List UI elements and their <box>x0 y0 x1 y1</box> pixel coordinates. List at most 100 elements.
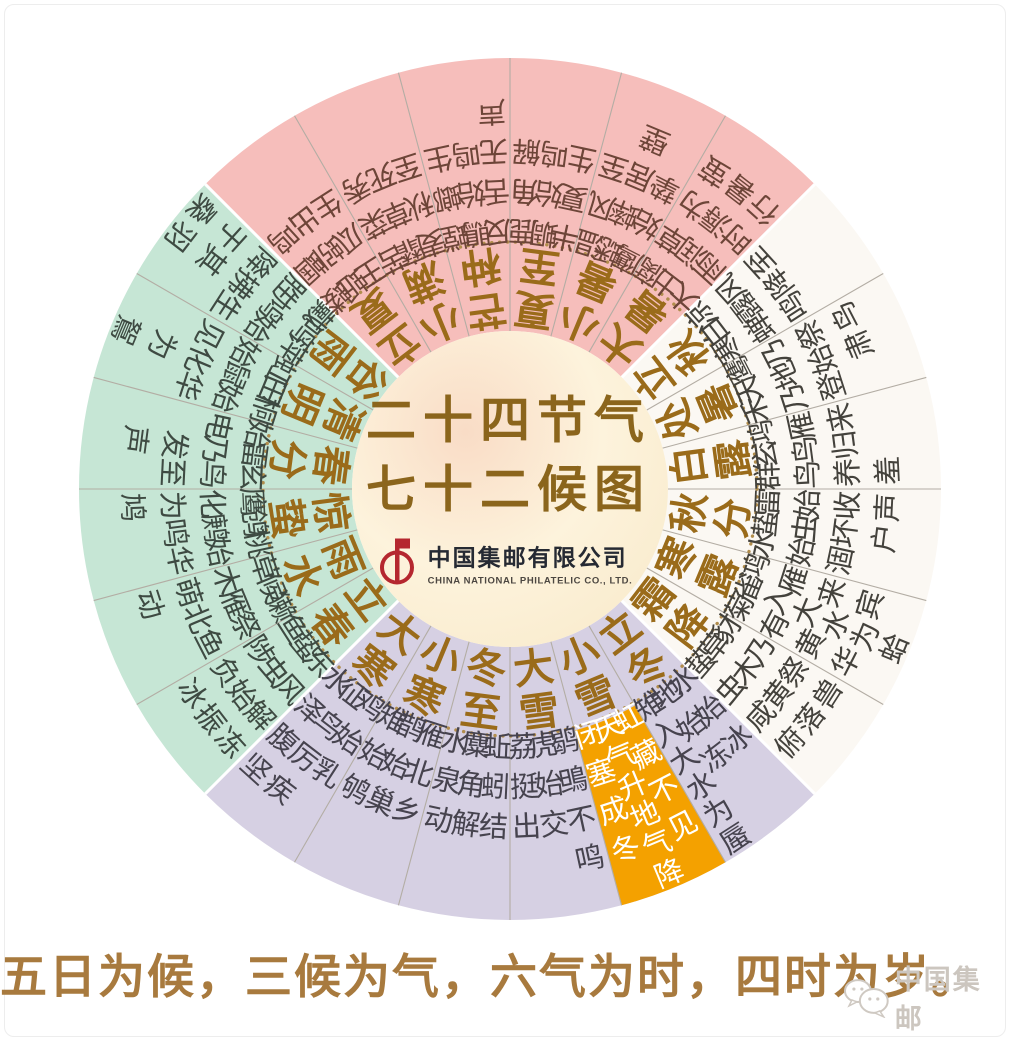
sector-bg-9 <box>510 58 622 337</box>
svg-text:舌: 舌 <box>480 174 511 209</box>
sector-bg-11 <box>589 115 815 378</box>
svg-text:虫: 虫 <box>787 511 824 544</box>
sector-bg-17 <box>621 568 884 794</box>
svg-text:冬: 冬 <box>463 643 509 695</box>
svg-text:玄: 玄 <box>747 439 784 472</box>
svg-text:桃: 桃 <box>238 526 277 562</box>
svg-text:鹒: 鹒 <box>196 511 233 544</box>
sector-divider <box>136 567 374 705</box>
sector-bg-14 <box>662 377 941 489</box>
svg-text:鸟: 鸟 <box>790 459 825 490</box>
svg-text:收: 收 <box>830 490 865 521</box>
svg-text:蚓: 蚓 <box>480 769 511 804</box>
svg-text:声: 声 <box>116 423 153 456</box>
poster-title-line2: 七十二候图 <box>366 459 651 519</box>
sector-bg-16 <box>646 529 927 705</box>
svg-text:羞: 羞 <box>870 455 905 486</box>
svg-text:鹖: 鹖 <box>547 721 583 760</box>
svg-text:虎: 虎 <box>527 726 560 763</box>
svg-text:生: 生 <box>564 139 600 178</box>
wechat-watermark: 中国集邮 <box>842 958 1010 1036</box>
svg-text:乃: 乃 <box>196 433 233 466</box>
svg-text:麋: 麋 <box>460 726 493 763</box>
company-name-en: CHINA NATIONAL PHILATELIC CO., LTD. <box>427 575 633 587</box>
svg-text:交: 交 <box>538 805 571 842</box>
sector-bg-23 <box>205 600 431 863</box>
svg-text:反: 反 <box>482 214 513 249</box>
sector-bg-18 <box>589 600 815 863</box>
svg-text:至: 至 <box>516 240 562 292</box>
pentad-column: 荔挺出 <box>507 729 542 844</box>
svg-text:白: 白 <box>664 442 716 488</box>
wechat-icon <box>843 979 889 1018</box>
svg-text:鹿: 鹿 <box>507 214 538 249</box>
svg-text:螂: 螂 <box>429 178 465 217</box>
svg-text:电: 电 <box>199 408 238 444</box>
sector-bg-3 <box>79 377 358 489</box>
sector-divider <box>93 376 358 449</box>
svg-text:夏: 夏 <box>510 284 557 336</box>
svg-text:来: 来 <box>821 400 860 436</box>
svg-text:半: 半 <box>547 217 583 256</box>
sector-divider <box>93 529 358 602</box>
caption-text: 五日为候，三候为气，六气为时，四时为岁。 <box>0 950 980 1005</box>
svg-text:蛰: 蛰 <box>261 495 313 541</box>
sector-bg-12 <box>621 184 884 410</box>
sector-bg-1 <box>93 529 374 705</box>
company-text: 中国集邮有限公司 CHINA NATIONAL PHILATELIC CO., … <box>428 539 633 587</box>
svg-text:发: 发 <box>156 428 193 461</box>
pentad-column: 水泉动 <box>421 721 473 839</box>
svg-text:解: 解 <box>511 134 542 169</box>
svg-text:至: 至 <box>458 686 504 738</box>
svg-text:始: 始 <box>199 534 238 570</box>
svg-text:华: 华 <box>160 543 199 579</box>
svg-text:荔: 荔 <box>507 729 538 764</box>
svg-text:户: 户 <box>866 522 903 555</box>
pentad-column: 玄鸟至 <box>155 457 270 492</box>
sector-divider <box>397 641 470 906</box>
svg-text:鹰: 鹰 <box>235 486 270 517</box>
svg-text:为: 为 <box>155 490 190 521</box>
svg-text:角: 角 <box>454 766 487 803</box>
svg-text:声: 声 <box>870 492 905 523</box>
sector-divider <box>646 273 884 411</box>
svg-text:水: 水 <box>438 721 474 760</box>
sector-divider <box>136 273 374 411</box>
poster-title-line1: 二十四节气 <box>366 390 651 450</box>
sector-divider <box>204 183 400 379</box>
svg-text:分: 分 <box>707 495 759 541</box>
svg-text:惊: 惊 <box>305 490 357 536</box>
svg-text:鸣: 鸣 <box>156 517 193 550</box>
svg-text:始: 始 <box>238 417 277 453</box>
svg-text:出: 出 <box>511 809 542 844</box>
sector-divider <box>550 641 623 906</box>
sector-bg-4 <box>93 273 374 449</box>
pentad-column: 水始涸 <box>742 526 860 578</box>
svg-text:坏: 坏 <box>826 517 863 550</box>
svg-text:无: 无 <box>478 134 509 169</box>
company-name-cn: 中国集邮有限公司 <box>427 545 628 572</box>
pentad-column: 鸧鹒鸣 <box>156 506 273 550</box>
svg-text:始: 始 <box>454 175 487 212</box>
watermark-label: 中国集邮 <box>894 965 982 1035</box>
term-label: 春分 <box>261 437 356 489</box>
svg-text:生: 生 <box>421 139 457 178</box>
svg-text:群: 群 <box>750 461 785 492</box>
svg-text:至: 至 <box>155 457 190 488</box>
sector-bg-5 <box>136 184 399 410</box>
sector-bg-20 <box>510 641 622 920</box>
svg-text:大: 大 <box>511 643 557 695</box>
svg-text:归: 归 <box>826 428 863 461</box>
svg-text:种: 种 <box>458 240 504 292</box>
svg-text:秋: 秋 <box>664 490 716 536</box>
pentad-column: 蚯蚓结 <box>478 729 513 844</box>
svg-text:结: 结 <box>478 809 509 844</box>
sector-bg-22 <box>294 625 470 906</box>
svg-text:玄: 玄 <box>235 461 270 492</box>
highlight-sector <box>574 705 726 906</box>
svg-text:芒: 芒 <box>463 284 509 336</box>
svg-text:鴠: 鴠 <box>555 761 591 800</box>
svg-text:泉: 泉 <box>429 761 465 800</box>
